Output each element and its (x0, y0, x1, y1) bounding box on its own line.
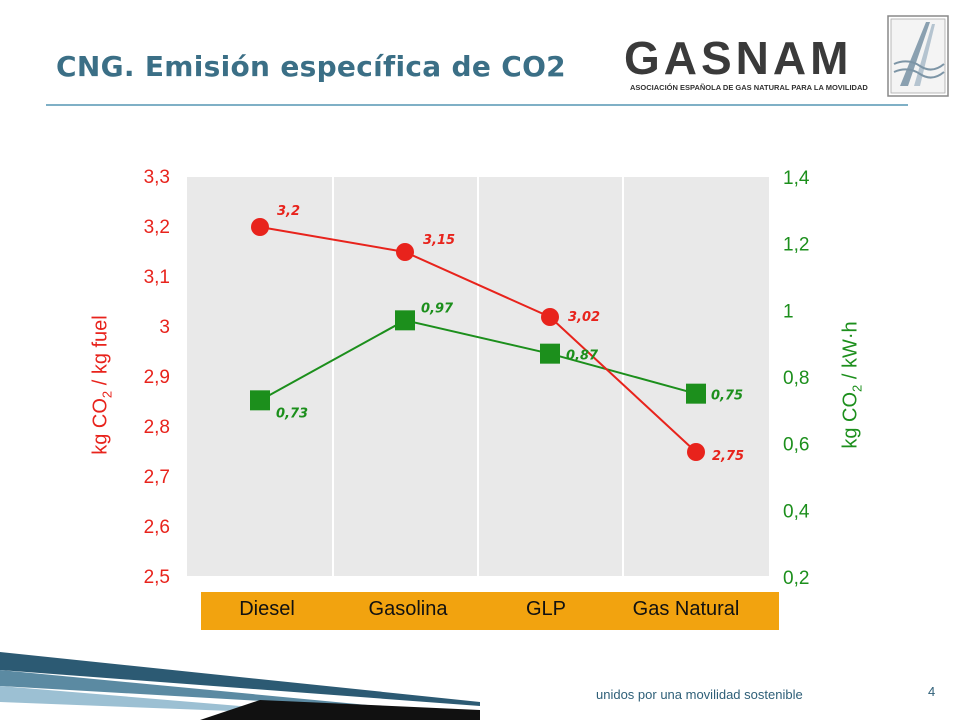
series-kwh-label-1: 0,73 (276, 406, 308, 421)
gasnam-logo: GASNAM ASOCIACIÓN ESPAÑOLA DE GAS NATURA… (624, 15, 949, 97)
road-icon (887, 15, 949, 97)
y-right-tick-label: 1,4 (783, 168, 810, 189)
category-label-gasolina: Gasolina (368, 598, 448, 620)
series-fuel-label-3: 3,02 (568, 310, 600, 325)
y-left-tick-label: 3,1 (144, 267, 170, 288)
y-right-tick-label: 0,4 (783, 501, 810, 522)
series-fuel-marker-2 (396, 243, 414, 261)
series-kwh-label-3: 0,87 (566, 349, 599, 364)
y-right-tick-label: 1,2 (783, 235, 809, 256)
category-label-gas-natural: Gas Natural (632, 598, 740, 620)
y-left-tick-label: 2,8 (144, 417, 170, 438)
category-label-diesel: Diesel (239, 598, 295, 620)
series-fuel-label-2: 3,15 (423, 233, 455, 248)
series-kwh-marker-1 (250, 390, 270, 411)
decorative-stripes (0, 652, 480, 720)
y-right-tick-label: 1 (783, 301, 794, 322)
series-kwh-marker-4 (686, 383, 706, 404)
category-label-glp: GLP (525, 598, 567, 620)
category-band (201, 592, 779, 630)
series-kwh-label-2: 0,97 (421, 301, 454, 316)
y-left-tick-label: 2,9 (144, 367, 170, 388)
y-left-tick-label: 3,3 (144, 167, 170, 188)
y-axis-right-title: kg CO2 / kW·h (839, 321, 865, 449)
series-fuel-label-1: 3,2 (277, 204, 300, 219)
logo-tagline: ASOCIACIÓN ESPAÑOLA DE GAS NATURAL PARA … (630, 83, 868, 92)
footer-slogan: unidos por una movilidad sostenible (596, 687, 803, 702)
slide-title: CNG. Emisión específica de CO2 (56, 50, 566, 83)
y-left-tick-label: 2,7 (144, 467, 170, 488)
series-fuel-marker-3 (541, 308, 559, 326)
series-kwh-label-4: 0,75 (711, 389, 743, 404)
series-kwh-line (259, 319, 697, 402)
y-left-tick-label: 2,6 (144, 517, 170, 538)
series-kwh-marker-2 (395, 310, 415, 331)
logo-wordmark: GASNAM (624, 32, 852, 84)
y-right-tick-label: 0,6 (783, 435, 809, 456)
y-right-tick-label: 0,2 (783, 568, 809, 589)
title-divider (46, 104, 908, 106)
y-left-tick-label: 3 (159, 317, 170, 338)
series-fuel-marker-4 (687, 443, 705, 461)
y-left-tick-label: 2,5 (144, 567, 170, 588)
y-right-tick-label: 0,8 (783, 368, 809, 389)
series-fuel-marker-1 (251, 218, 269, 236)
y-left-tick-label: 3,2 (144, 217, 170, 238)
y-axis-left-title: kg CO2 / kg fuel (89, 315, 115, 455)
series-fuel-line (259, 226, 697, 453)
series-fuel-label-4: 2,75 (712, 449, 744, 464)
page-number: 4 (928, 684, 936, 699)
series-kwh-marker-3 (540, 343, 560, 364)
